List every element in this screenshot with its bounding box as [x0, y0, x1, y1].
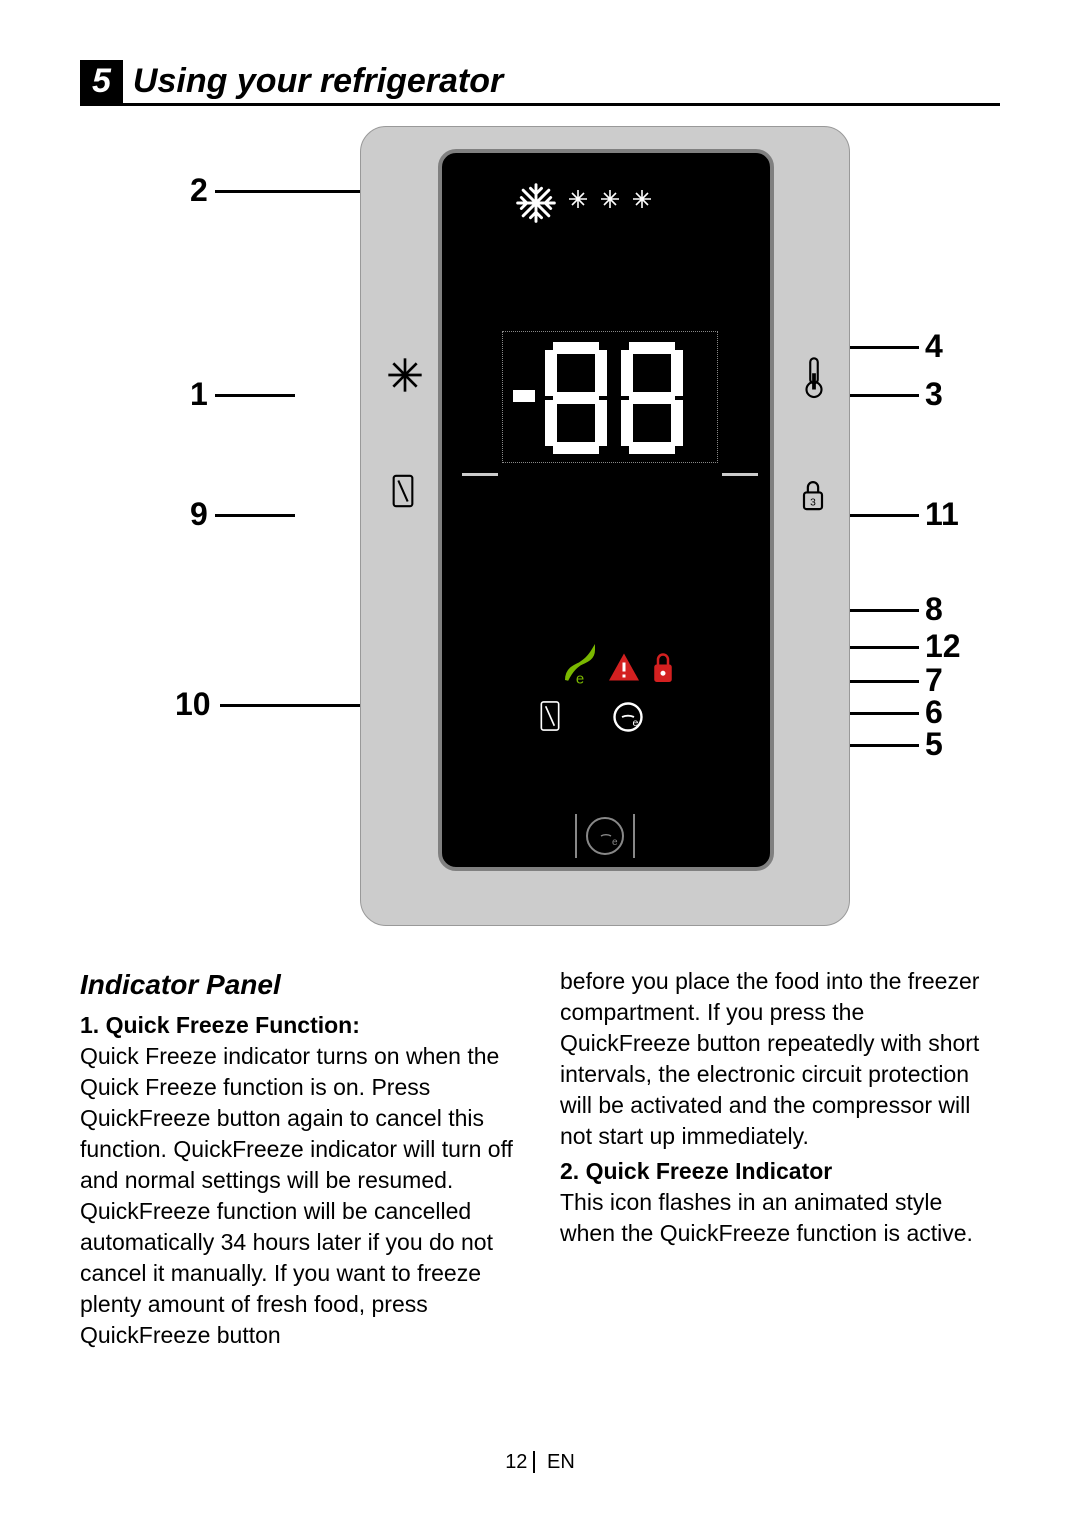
item-1-heading: 1. Quick Freeze Function: — [80, 1010, 520, 1041]
snowflake-small-icon — [598, 187, 622, 211]
callout-label-2: 2 — [190, 172, 208, 209]
callout-label-5: 5 — [925, 726, 943, 763]
item-1-body: Quick Freeze indicator turns on when the… — [80, 1041, 520, 1351]
control-panel-outer: e e e — [360, 126, 850, 926]
thermometer-icon — [799, 355, 829, 399]
page-footer: 12 EN — [80, 1451, 1000, 1474]
svg-text:e: e — [633, 717, 639, 729]
eco-icon: e — [560, 643, 600, 687]
callout-label-4: 4 — [925, 328, 943, 365]
vacation-icon: e — [610, 699, 646, 735]
text-column-right: before you place the food into the freez… — [560, 966, 1000, 1351]
control-panel-display: e e e — [438, 149, 774, 871]
item-2-body: This icon flashes in an animated style w… — [560, 1187, 1000, 1249]
lock-red-icon — [648, 649, 678, 685]
callout-label-3: 3 — [925, 376, 943, 413]
page-language: EN — [547, 1451, 575, 1473]
svg-text:e: e — [612, 837, 618, 848]
indicator-panel-diagram: 2 1 9 10 4 3 11 8 12 7 6 5 — [80, 126, 1000, 936]
ionizer-icon — [537, 699, 563, 733]
item-2-heading: 2. Quick Freeze Indicator — [560, 1156, 1000, 1187]
callout-label-10: 10 — [175, 686, 211, 723]
eco-button-icon: e — [572, 808, 638, 864]
quickfreeze-button-icon — [385, 355, 425, 395]
divider-right — [722, 473, 758, 476]
section-number: 5 — [80, 60, 123, 103]
callout-label-11: 11 — [925, 496, 959, 533]
callout-label-1: 1 — [190, 376, 208, 413]
text-column-left: Indicator Panel 1. Quick Freeze Function… — [80, 966, 520, 1351]
col2-continuation: before you place the food into the freez… — [560, 966, 1000, 1152]
leader-line — [215, 394, 295, 397]
callout-label-12: 12 — [925, 628, 961, 665]
keylock-icon: 3 — [797, 477, 829, 513]
svg-text:3: 3 — [810, 497, 816, 508]
divider-left — [462, 473, 498, 476]
callout-label-9: 9 — [190, 496, 208, 533]
snowflake-small-icon — [630, 187, 654, 211]
indicator-panel-heading: Indicator Panel — [80, 966, 520, 1004]
snowflake-small-icon — [566, 187, 590, 211]
warning-icon — [606, 649, 642, 685]
svg-text:e: e — [576, 670, 584, 687]
temperature-display — [502, 331, 718, 463]
body-text: Indicator Panel 1. Quick Freeze Function… — [80, 966, 1000, 1351]
section-header: 5 Using your refrigerator — [80, 60, 1000, 106]
quickfreeze-indicator-icon — [514, 181, 558, 225]
section-title: Using your refrigerator — [133, 62, 503, 101]
page-number: 12 — [505, 1451, 535, 1473]
leader-line — [215, 514, 295, 517]
ionizer-button-icon — [389, 472, 417, 510]
callout-label-8: 8 — [925, 591, 943, 628]
